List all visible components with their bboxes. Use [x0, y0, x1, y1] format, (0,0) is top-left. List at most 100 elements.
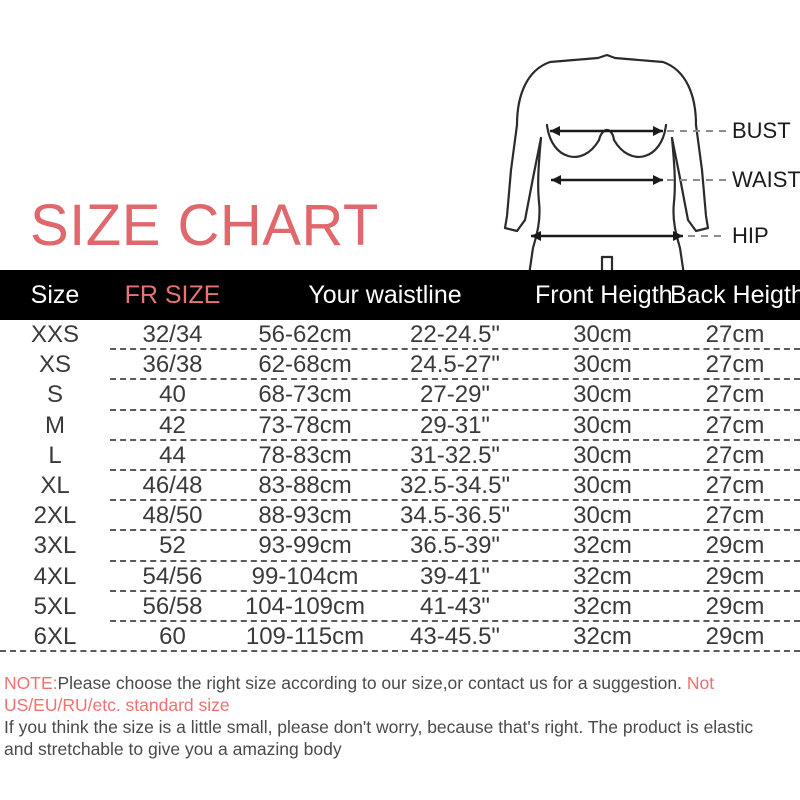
table-row: 2XL 48/50 88-93cm 34.5-36.5" 30cm 27cm: [0, 501, 800, 532]
column-header-your-waistline: Your waistline: [308, 280, 462, 309]
cell-size: XL: [40, 472, 70, 500]
cell-back-heigth: 29cm: [705, 562, 765, 590]
cell-waist-inch: 32.5-34.5": [400, 472, 510, 500]
table-row: 3XL 52 93-99cm 36.5-39" 32cm 29cm: [0, 531, 800, 562]
cell-size: 5XL: [33, 592, 77, 620]
row-separator: [110, 468, 800, 471]
waist-label: WAIST: [732, 167, 800, 192]
bust-label: BUST: [732, 118, 791, 143]
cell-back-heigth: 29cm: [705, 592, 765, 620]
cell-back-heigth: 27cm: [705, 381, 765, 409]
cell-back-heigth: 29cm: [705, 532, 765, 560]
cell-waist-cm: 88-93cm: [258, 502, 352, 530]
cell-waist-cm: 68-73cm: [258, 381, 352, 409]
cell-waist-inch: 36.5-39": [410, 532, 500, 560]
cell-front-heigth: 30cm: [573, 441, 632, 469]
cell-fr-size: 42: [159, 411, 186, 439]
row-separator: [0, 650, 800, 653]
row-separator: [110, 348, 800, 351]
cell-waist-cm: 99-104cm: [251, 562, 359, 590]
cell-fr-size: 44: [159, 441, 186, 469]
cell-fr-size: 46/48: [142, 472, 203, 500]
cell-size: L: [48, 441, 62, 469]
row-separator: [110, 378, 800, 381]
cell-waist-inch: 31-32.5": [410, 441, 500, 469]
cell-waist-cm: 56-62cm: [258, 321, 352, 349]
size-chart-table: Size FR SIZE Your waistline Front Heigth…: [0, 270, 800, 653]
table-row: 6XL 60 109-115cm 43-45.5" 32cm 29cm: [0, 622, 800, 653]
note-line-1: NOTE:Please choose the right size accord…: [4, 672, 800, 716]
cell-front-heigth: 32cm: [573, 622, 632, 650]
table-row: XS 36/38 62-68cm 24.5-27" 30cm 27cm: [0, 350, 800, 381]
cell-size: 3XL: [33, 532, 77, 560]
table-row: 4XL 54/56 99-104cm 39-41" 32cm 29cm: [0, 562, 800, 592]
hip-measure-arrow: [531, 231, 683, 241]
cell-waist-inch: 41-43": [420, 592, 490, 620]
cell-size: XXS: [30, 321, 80, 349]
note-line-3: and stretchable to give you a amazing bo…: [4, 739, 342, 759]
cell-front-heigth: 30cm: [573, 351, 632, 379]
row-separator: [110, 499, 800, 502]
cell-fr-size: 60: [159, 622, 186, 650]
cell-front-heigth: 32cm: [573, 562, 632, 590]
cell-back-heigth: 27cm: [705, 351, 765, 379]
cell-waist-inch: 39-41": [420, 562, 490, 590]
row-separator: [110, 529, 800, 532]
cell-waist-cm: 62-68cm: [258, 351, 352, 379]
table-header-row: Size FR SIZE Your waistline Front Heigth…: [0, 270, 800, 320]
cell-size: S: [46, 381, 63, 409]
table-row: M 42 73-78cm 29-31" 30cm 27cm: [0, 411, 800, 441]
bust-measure-arrow: [550, 126, 663, 136]
table-row: S 40 68-73cm 27-29" 30cm 27cm: [0, 380, 800, 411]
column-header-fr-size: FR SIZE: [124, 280, 221, 309]
cell-fr-size: 56/58: [142, 592, 203, 620]
cell-waist-inch: 22-24.5": [410, 321, 500, 349]
cell-back-heigth: 27cm: [705, 502, 765, 530]
cell-size: 6XL: [33, 622, 77, 650]
table-row: L 44 78-83cm 31-32.5" 30cm 27cm: [0, 441, 800, 471]
cell-size: 2XL: [33, 502, 77, 530]
cell-front-heigth: 32cm: [573, 592, 632, 620]
cell-fr-size: 36/38: [142, 351, 203, 379]
table-body: XXS 32/34 56-62cm 22-24.5" 30cm 27cm XS 36/38 62…: [0, 320, 800, 653]
waist-measure-arrow: [551, 175, 663, 185]
cell-size: XS: [38, 351, 71, 379]
row-separator: [110, 589, 800, 592]
cell-waist-inch: 27-29": [420, 381, 490, 409]
cell-back-heigth: 29cm: [705, 622, 765, 650]
cell-fr-size: 48/50: [142, 502, 203, 530]
page-title: SIZE CHART: [30, 193, 379, 258]
hip-label: HIP: [732, 223, 769, 248]
cell-size: M: [45, 411, 65, 439]
cell-front-heigth: 32cm: [573, 532, 632, 560]
cell-back-heigth: 27cm: [705, 441, 765, 469]
table-row: XXS 32/34 56-62cm 22-24.5" 30cm 27cm: [0, 320, 800, 351]
cell-waist-inch: 24.5-27": [410, 351, 500, 379]
cell-back-heigth: 27cm: [705, 321, 765, 349]
cell-waist-cm: 83-88cm: [258, 472, 352, 500]
cell-waist-cm: 93-99cm: [258, 532, 352, 560]
body-measurement-diagram: BUST WAIST HIP: [455, 20, 800, 275]
cell-front-heigth: 30cm: [573, 381, 632, 409]
cell-size: 4XL: [33, 562, 77, 590]
cell-front-heigth: 30cm: [573, 472, 632, 500]
note-prefix: NOTE:: [4, 673, 58, 693]
row-separator: [110, 438, 800, 441]
cell-waist-cm: 78-83cm: [258, 441, 352, 469]
note-body: Please choose the right size according t…: [57, 673, 687, 693]
cell-front-heigth: 30cm: [573, 502, 632, 530]
cell-fr-size: 32/34: [142, 321, 203, 349]
cell-back-heigth: 27cm: [705, 411, 765, 439]
cell-waist-cm: 109-115cm: [245, 622, 365, 650]
column-header-front-heigth: Front Heigth: [535, 280, 673, 309]
cell-back-heigth: 27cm: [705, 472, 765, 500]
cell-front-heigth: 30cm: [573, 411, 632, 439]
cell-front-heigth: 30cm: [573, 321, 632, 349]
column-header-size: Size: [30, 280, 80, 309]
cell-waist-inch: 29-31": [420, 411, 490, 439]
row-separator: [110, 619, 800, 622]
notes-block: NOTE:Please choose the right size accord…: [4, 672, 800, 760]
cell-fr-size: 54/56: [142, 562, 203, 590]
table-row: XL 46/48 83-88cm 32.5-34.5" 30cm 27cm: [0, 471, 800, 502]
cell-waist-inch: 43-45.5": [410, 622, 500, 650]
